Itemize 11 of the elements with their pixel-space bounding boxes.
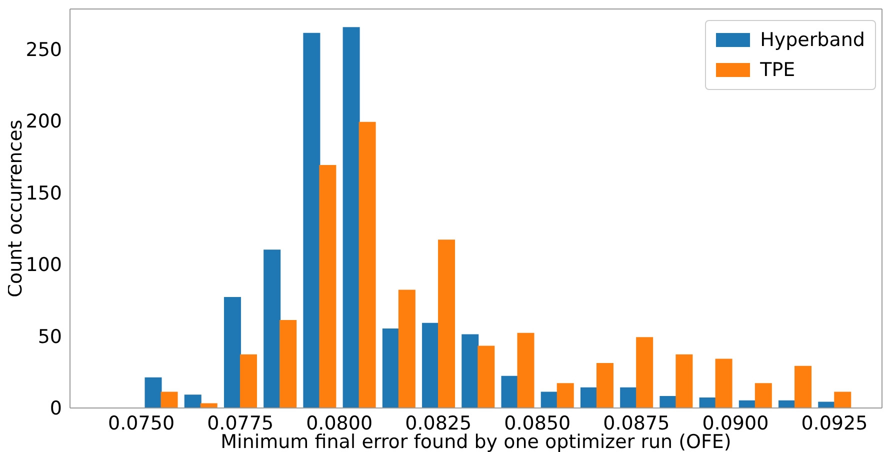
y-tick-label: 100 [26, 254, 62, 276]
y-axis-title: Count occurrences [4, 120, 27, 298]
y-tick-label: 150 [26, 182, 62, 204]
y-tick-label: 0 [50, 398, 62, 420]
x-tick-label: 0.0750 [108, 412, 175, 434]
y-tick-label: 50 [38, 326, 62, 348]
x-tick-label: 0.0925 [801, 412, 868, 434]
legend-label: TPE [760, 58, 796, 83]
legend-label: Hyperband [760, 28, 865, 53]
y-tick-label: 200 [26, 110, 62, 133]
y-tick-label: 250 [26, 38, 62, 61]
